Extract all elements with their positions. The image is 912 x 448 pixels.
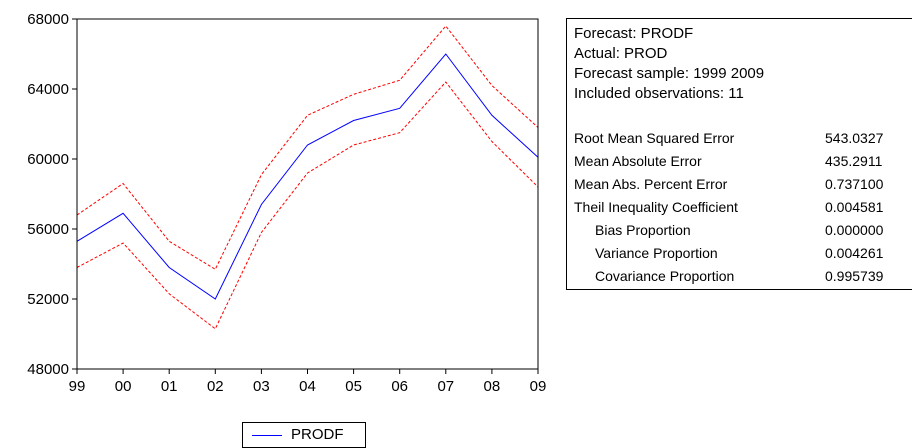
x-tick-label: 06 [391,378,408,395]
variance-proportion-label: Variance Proportion [595,245,718,261]
included-observations: Included observations: 11 [574,85,744,102]
legend-label: PRODF [291,426,344,443]
variance-proportion-value: 0.004261 [825,245,884,261]
mae-label: Mean Absolute Error [574,153,702,169]
covariance-proportion-label: Covariance Proportion [595,268,735,284]
y-tick-label: 56000 [27,221,69,238]
x-tick-label: 03 [253,378,270,395]
plot-frame [76,18,539,370]
mape-label: Mean Abs. Percent Error [574,176,728,192]
x-tick-label: 08 [484,378,501,395]
y-tick-label: 68000 [27,11,69,28]
x-tick-label: 04 [299,378,316,395]
theil-label: Theil Inequality Coefficient [574,199,738,215]
x-tick-label: 02 [207,378,224,395]
x-tick-label: 07 [437,378,454,395]
chart-legend: PRODF [242,422,366,448]
forecast-line [76,53,539,300]
x-tick-label: 05 [345,378,362,395]
forecast-stats-panel: Forecast: PRODF Actual: PROD Forecast sa… [566,18,912,290]
bias-proportion-value: 0.000000 [825,222,884,238]
x-tick-label: 00 [115,378,132,395]
upper-band-line [76,25,539,271]
forecast-chart: 48000 52000 56000 60000 64000 68000 99 00 01 02 03… [27,11,547,395]
bias-proportion-label: Bias Proportion [595,222,691,238]
forecast-name: Forecast: PRODF [574,25,694,42]
covariance-proportion-value: 0.995739 [825,268,884,284]
legend-line-swatch [252,435,282,436]
rmse-label: Root Mean Squared Error [574,130,735,146]
mape-value: 0.737100 [825,176,884,192]
x-tick-label: 99 [69,378,86,395]
x-tick-label: 09 [530,378,547,395]
y-tick-label: 60000 [27,151,69,168]
mae-value: 435.2911 [825,153,883,169]
lower-band-line [76,81,539,330]
y-tick-label: 64000 [27,81,69,98]
rmse-value: 543.0327 [825,130,884,146]
x-tick-label: 01 [161,378,178,395]
theil-value: 0.004581 [825,199,884,215]
forecast-sample: Forecast sample: 1999 2009 [574,65,765,82]
y-tick-label: 52000 [27,291,69,308]
y-tick-label: 48000 [27,361,69,378]
actual-name: Actual: PROD [574,45,668,62]
